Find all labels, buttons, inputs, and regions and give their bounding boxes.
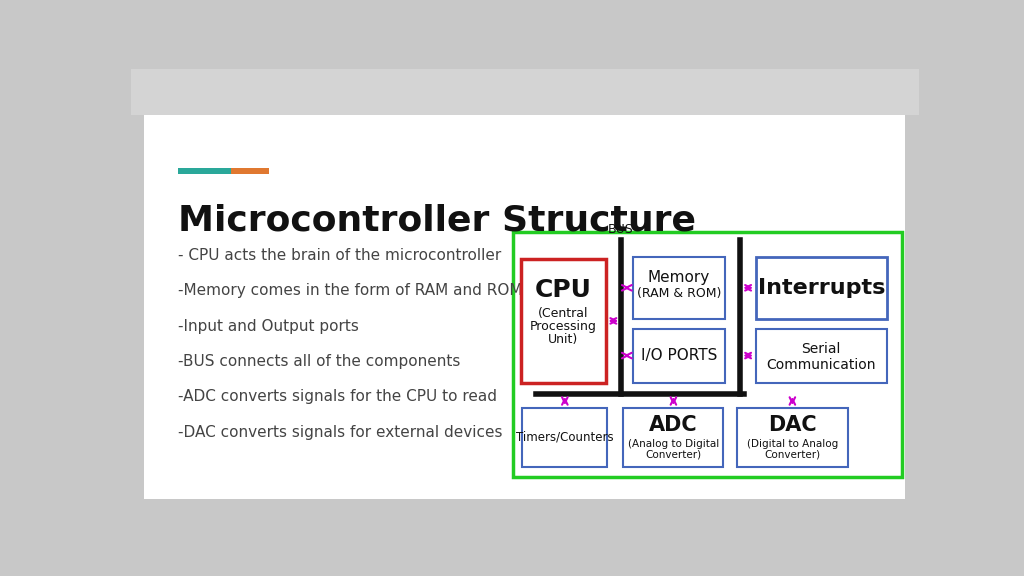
Bar [633,329,725,382]
Bar [736,408,848,467]
Text: -Memory comes in the form of RAM and ROM: -Memory comes in the form of RAM and ROM [178,283,523,298]
Text: - CPU acts the brain of the microcontroller: - CPU acts the brain of the microcontrol… [178,248,502,263]
Text: -ADC converts signals for the CPU to read: -ADC converts signals for the CPU to rea… [178,389,498,404]
Bar [230,168,269,174]
Text: Communication: Communication [767,358,876,372]
Text: Memory: Memory [647,270,710,285]
Text: -BUS connects all of the components: -BUS connects all of the components [178,354,461,369]
Text: Serial: Serial [802,342,841,357]
Text: CPU: CPU [535,278,592,302]
Text: -DAC converts signals for external devices: -DAC converts signals for external devic… [178,425,503,440]
Bar [756,329,887,382]
Bar [131,69,920,115]
Text: -Input and Output ports: -Input and Output ports [178,319,359,334]
Text: Converter): Converter) [645,449,701,459]
Text: (Digital to Analog: (Digital to Analog [746,439,838,449]
Text: BUS: BUS [608,223,634,236]
Text: Interrupts: Interrupts [758,278,885,298]
Bar [513,232,902,478]
Bar [624,408,724,467]
Text: I/O PORTS: I/O PORTS [641,348,717,363]
Text: Processing: Processing [529,320,597,333]
Bar [144,115,905,499]
Bar [756,257,887,319]
Text: ADC: ADC [649,415,697,435]
Bar [178,168,230,174]
Text: (Central: (Central [538,306,589,320]
Text: Timers/Counters: Timers/Counters [516,431,613,444]
Bar [522,408,607,467]
Text: (Analog to Digital: (Analog to Digital [628,439,719,449]
Bar [521,259,605,382]
Text: Microcontroller Structure: Microcontroller Structure [178,204,696,238]
Bar [633,257,725,319]
Text: Unit): Unit) [548,333,579,346]
Text: DAC: DAC [768,415,817,435]
Text: (RAM & ROM): (RAM & ROM) [637,287,721,301]
Text: Converter): Converter) [764,449,820,459]
